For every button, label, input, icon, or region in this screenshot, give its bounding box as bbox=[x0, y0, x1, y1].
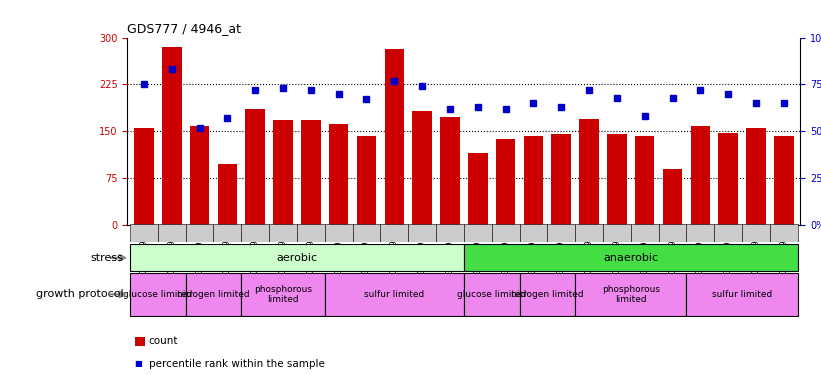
Bar bbox=[742, 224, 770, 242]
Bar bbox=[436, 224, 464, 242]
Bar bbox=[412, 111, 432, 225]
Bar bbox=[576, 224, 603, 242]
Bar bbox=[158, 224, 186, 242]
Bar bbox=[269, 224, 297, 242]
Bar bbox=[718, 133, 738, 225]
Bar bbox=[329, 124, 348, 225]
Text: glucose limited: glucose limited bbox=[457, 290, 526, 299]
Bar bbox=[464, 224, 492, 242]
Bar bbox=[190, 126, 209, 225]
Bar bbox=[384, 49, 404, 225]
Bar bbox=[496, 139, 516, 225]
Bar bbox=[186, 224, 213, 242]
Text: aerobic: aerobic bbox=[277, 253, 318, 263]
Bar bbox=[580, 119, 599, 225]
Bar bbox=[213, 224, 241, 242]
Bar bbox=[746, 128, 766, 225]
Bar bbox=[130, 224, 158, 242]
Bar bbox=[325, 273, 464, 316]
Text: phosphorous
limited: phosphorous limited bbox=[254, 285, 312, 304]
Bar bbox=[603, 224, 631, 242]
Text: nitrogen limited: nitrogen limited bbox=[511, 290, 584, 299]
Bar bbox=[297, 224, 325, 242]
Bar bbox=[352, 224, 380, 242]
Text: sulfur limited: sulfur limited bbox=[712, 290, 773, 299]
Bar bbox=[658, 224, 686, 242]
Text: stress: stress bbox=[90, 253, 123, 263]
Bar bbox=[464, 273, 520, 316]
Text: growth protocol: growth protocol bbox=[35, 290, 123, 299]
Bar bbox=[134, 128, 154, 225]
Bar bbox=[380, 224, 408, 242]
Bar bbox=[492, 224, 520, 242]
Text: ■: ■ bbox=[134, 359, 142, 368]
Bar bbox=[357, 136, 376, 225]
Bar bbox=[464, 244, 798, 272]
Text: GDS777 / 4946_at: GDS777 / 4946_at bbox=[127, 22, 241, 35]
Bar bbox=[241, 224, 269, 242]
Bar bbox=[663, 169, 682, 225]
Bar bbox=[548, 224, 576, 242]
Bar bbox=[686, 273, 798, 316]
Bar bbox=[130, 244, 464, 272]
Bar bbox=[245, 110, 265, 225]
Text: anaerobic: anaerobic bbox=[603, 253, 658, 263]
Bar bbox=[576, 273, 686, 316]
Bar bbox=[608, 134, 626, 225]
Text: phosphorous
limited: phosphorous limited bbox=[602, 285, 660, 304]
Bar bbox=[635, 136, 654, 225]
Text: glucose limited: glucose limited bbox=[123, 290, 193, 299]
Text: count: count bbox=[149, 336, 178, 346]
Bar bbox=[130, 273, 186, 316]
Bar bbox=[273, 120, 293, 225]
Bar bbox=[440, 117, 460, 225]
Text: nitrogen limited: nitrogen limited bbox=[177, 290, 250, 299]
Bar bbox=[218, 164, 237, 225]
Bar bbox=[714, 224, 742, 242]
Bar bbox=[686, 224, 714, 242]
Bar bbox=[520, 273, 576, 316]
Text: percentile rank within the sample: percentile rank within the sample bbox=[149, 359, 324, 369]
Bar bbox=[408, 224, 436, 242]
Bar bbox=[325, 224, 352, 242]
Bar bbox=[301, 120, 320, 225]
Bar bbox=[468, 153, 488, 225]
Bar bbox=[631, 224, 658, 242]
Bar bbox=[770, 224, 798, 242]
Bar bbox=[774, 136, 794, 225]
Text: sulfur limited: sulfur limited bbox=[365, 290, 424, 299]
Bar bbox=[162, 47, 181, 225]
Bar bbox=[186, 273, 241, 316]
Bar bbox=[524, 136, 544, 225]
Bar bbox=[520, 224, 548, 242]
Bar bbox=[552, 134, 571, 225]
Bar bbox=[690, 126, 710, 225]
Bar bbox=[241, 273, 325, 316]
